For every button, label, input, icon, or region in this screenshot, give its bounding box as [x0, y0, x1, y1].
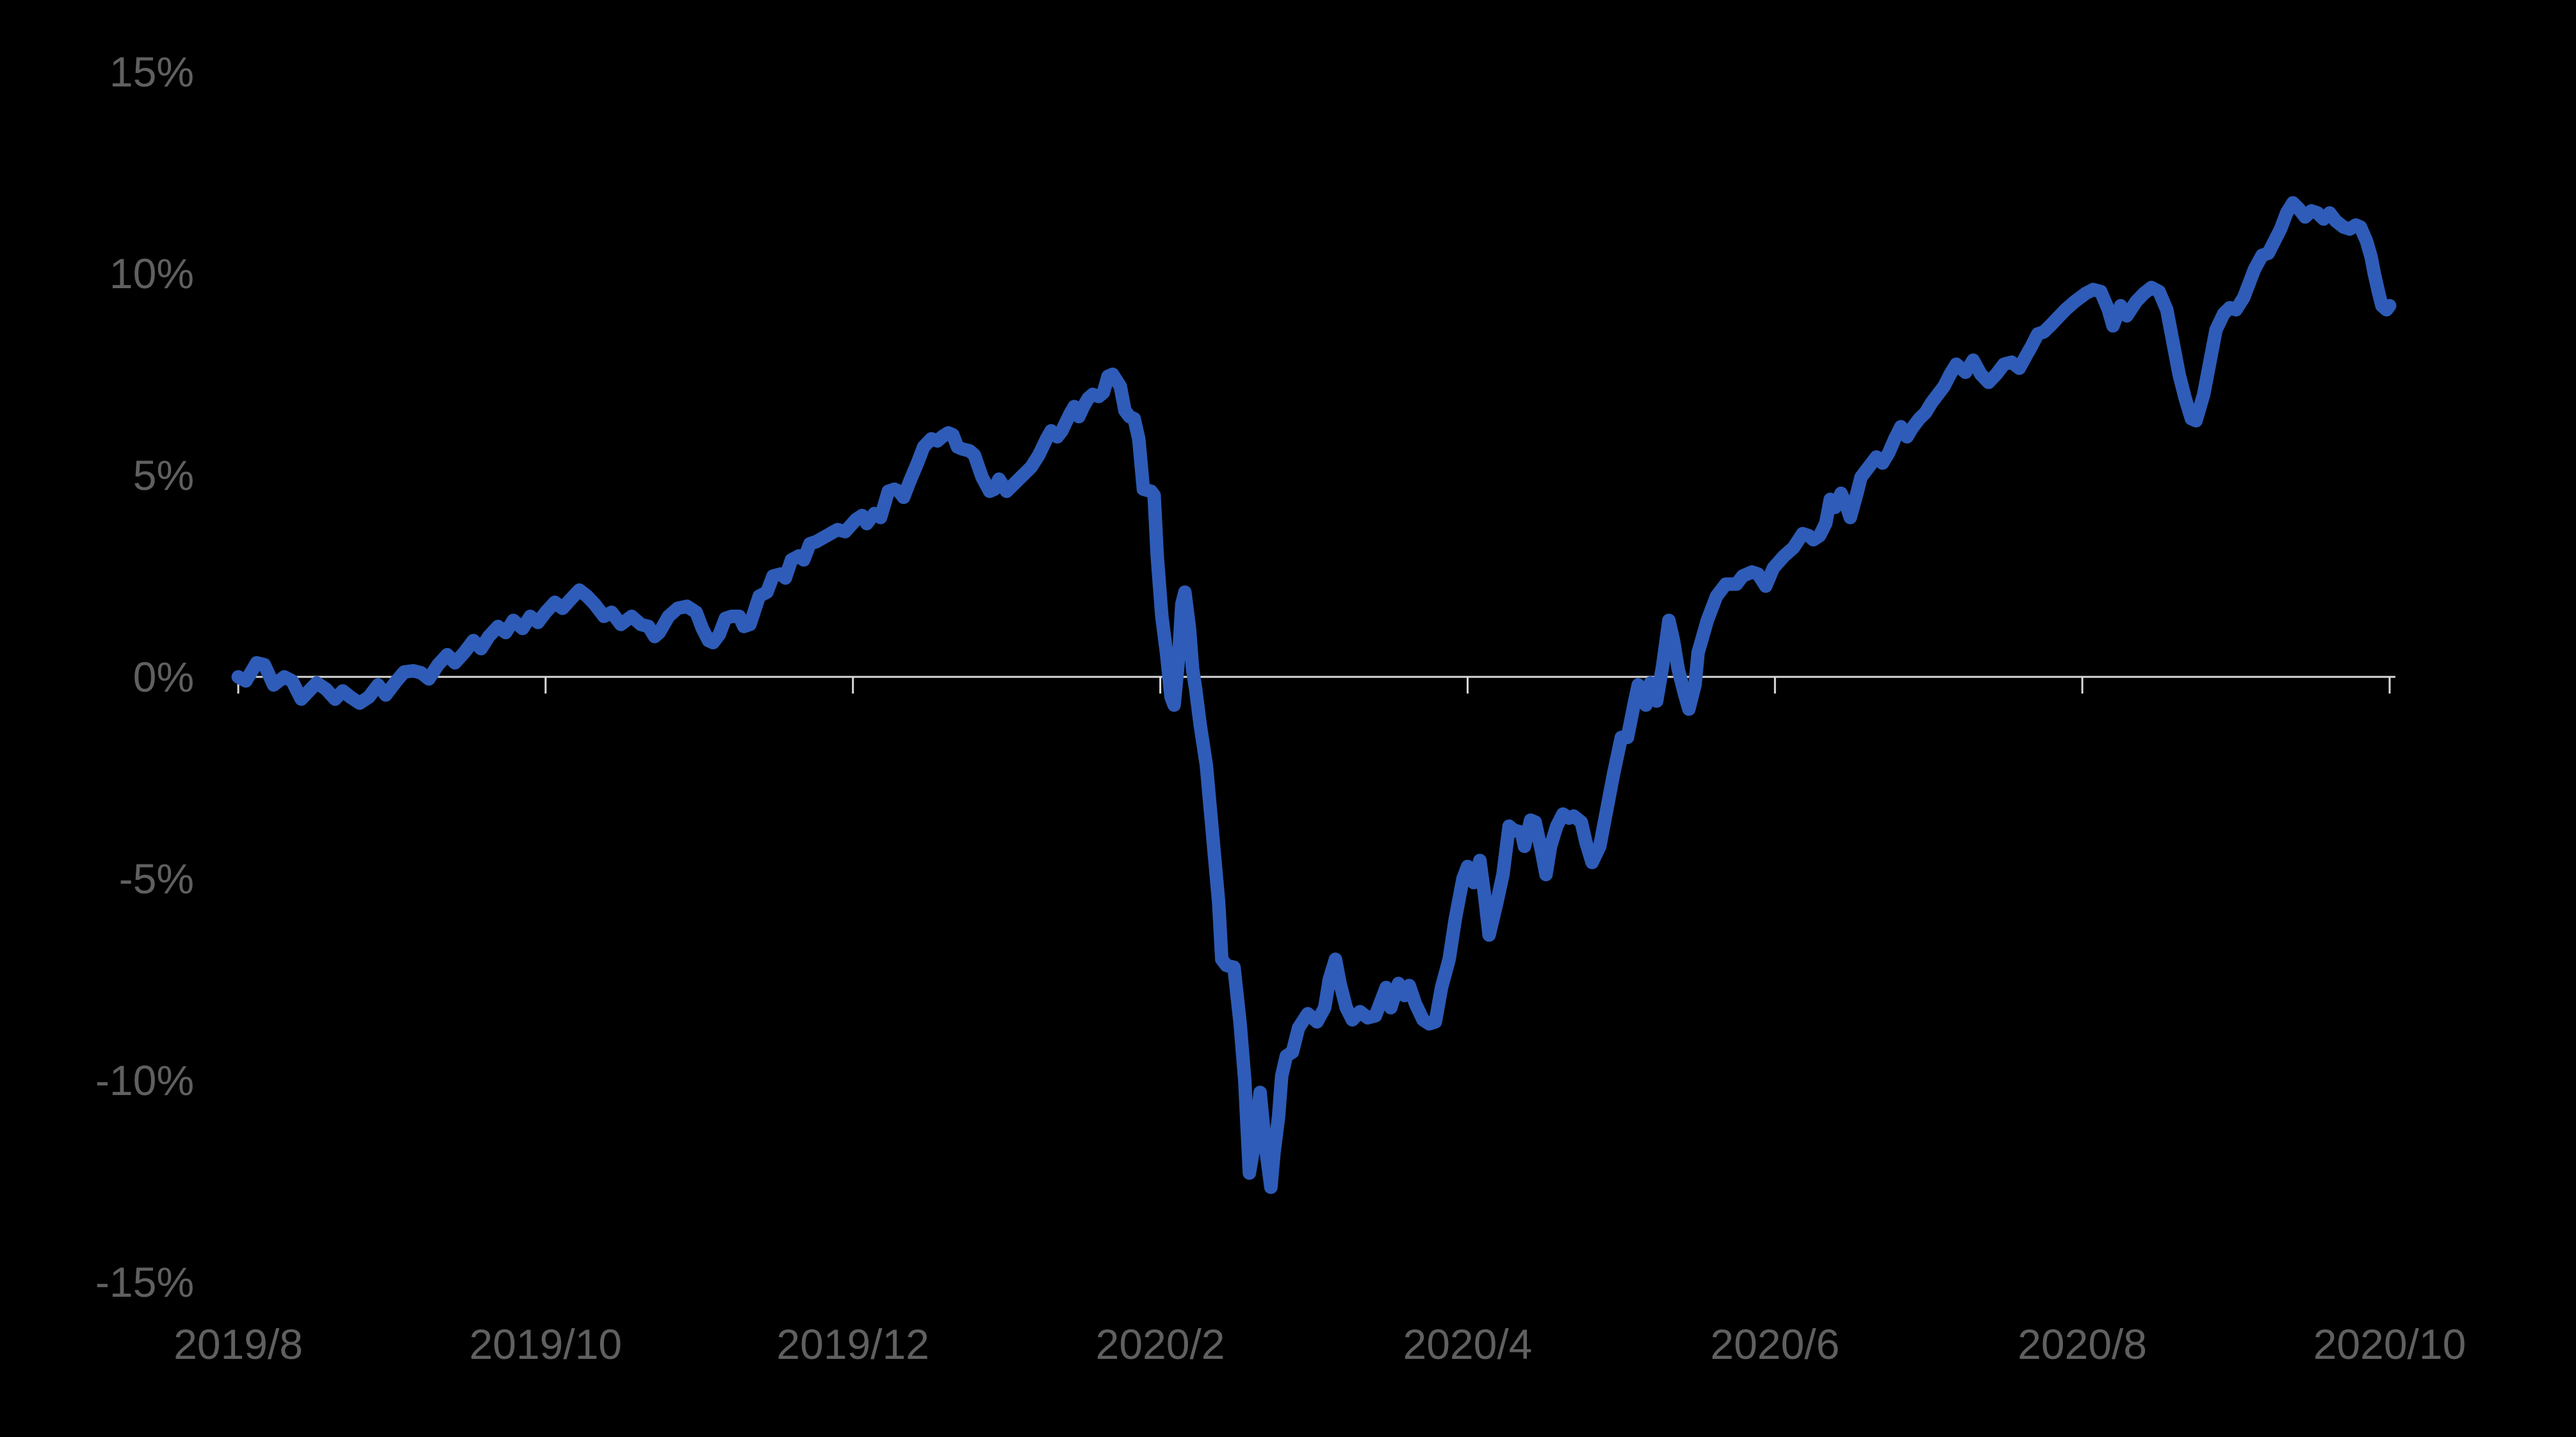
y-tick-label: 15%	[110, 48, 194, 95]
y-tick-label: 10%	[110, 250, 194, 297]
x-tick-label: 2020/10	[2313, 1320, 2466, 1368]
axis-layer	[237, 676, 2395, 694]
y-tick-label: 5%	[133, 451, 194, 499]
y-tick-label: -15%	[95, 1258, 194, 1306]
x-tick-label: 2019/12	[776, 1320, 929, 1368]
y-tick-label: -10%	[95, 1057, 194, 1104]
series-line	[231, 196, 2397, 1194]
x-axis-labels: 2019/8 2019/10 2019/12 2020/2 2020/4 2020/6 20…	[174, 1320, 2466, 1368]
x-tick-label: 2019/10	[469, 1320, 623, 1368]
x-tick-label: 2019/8	[174, 1320, 303, 1368]
x-tick-label: 2020/6	[1710, 1320, 1839, 1368]
x-tick-label: 2020/4	[1403, 1320, 1533, 1368]
y-axis-labels: 15% 10% 5% 0% -5% -10% -15%	[95, 48, 194, 1306]
y-tick-label: -5%	[119, 855, 194, 902]
x-tick-label: 2020/2	[1096, 1320, 1225, 1368]
x-tick-label: 2020/8	[2018, 1320, 2147, 1368]
y-tick-label: 0%	[133, 653, 194, 701]
